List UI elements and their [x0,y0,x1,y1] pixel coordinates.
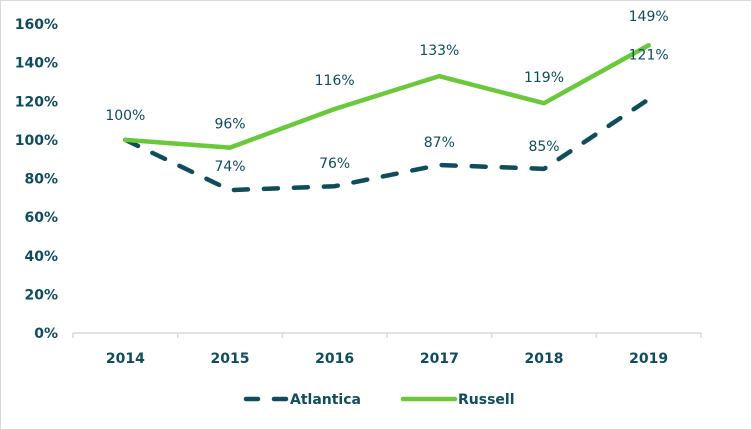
data-label-russell: 116% [315,73,355,89]
data-label-atlantica: 87% [424,135,455,151]
y-tick-label: 20% [24,287,58,303]
x-tick-label: 2017 [420,351,459,367]
series-group [123,42,651,193]
y-tick-label: 40% [24,249,58,265]
axes: 0% 20% 40% 60% 80% 100% 120% 140% 160% 2014 2015 20… [15,17,702,367]
x-tick-label: 2018 [525,351,564,367]
series-line-russell [123,42,651,150]
x-tick-label: 2019 [629,351,668,367]
y-tick-label: 140% [15,56,58,72]
data-label-russell: 96% [214,117,245,133]
data-label-russell: 133% [419,43,459,59]
data-label-russell: 100% [105,108,145,124]
data-label-atlantica: 121% [629,47,669,63]
data-labels: 74% 76% 87% 85% 121% 100% 96% 116% 133% 119% 149% [105,9,668,175]
series-line-atlantica [123,97,651,193]
y-tick-label: 80% [24,172,58,188]
y-tick-label: 60% [24,210,58,226]
data-label-russell: 149% [629,9,669,25]
y-tick-label: 0% [34,326,58,342]
x-tick-label: 2016 [315,351,354,367]
y-tick-label: 100% [15,133,58,149]
legend: Atlantica Russell [243,392,515,408]
data-label-atlantica: 74% [214,159,245,175]
data-label-russell: 119% [524,70,564,86]
data-label-atlantica: 76% [319,156,350,172]
legend-label-russell: Russell [458,392,515,408]
data-label-atlantica: 85% [528,139,559,155]
y-tick-label: 120% [15,94,58,110]
x-tick-label: 2015 [211,351,250,367]
x-tick-label: 2014 [106,351,145,367]
y-tick-label: 160% [15,17,58,33]
legend-label-atlantica: Atlantica [290,392,361,408]
